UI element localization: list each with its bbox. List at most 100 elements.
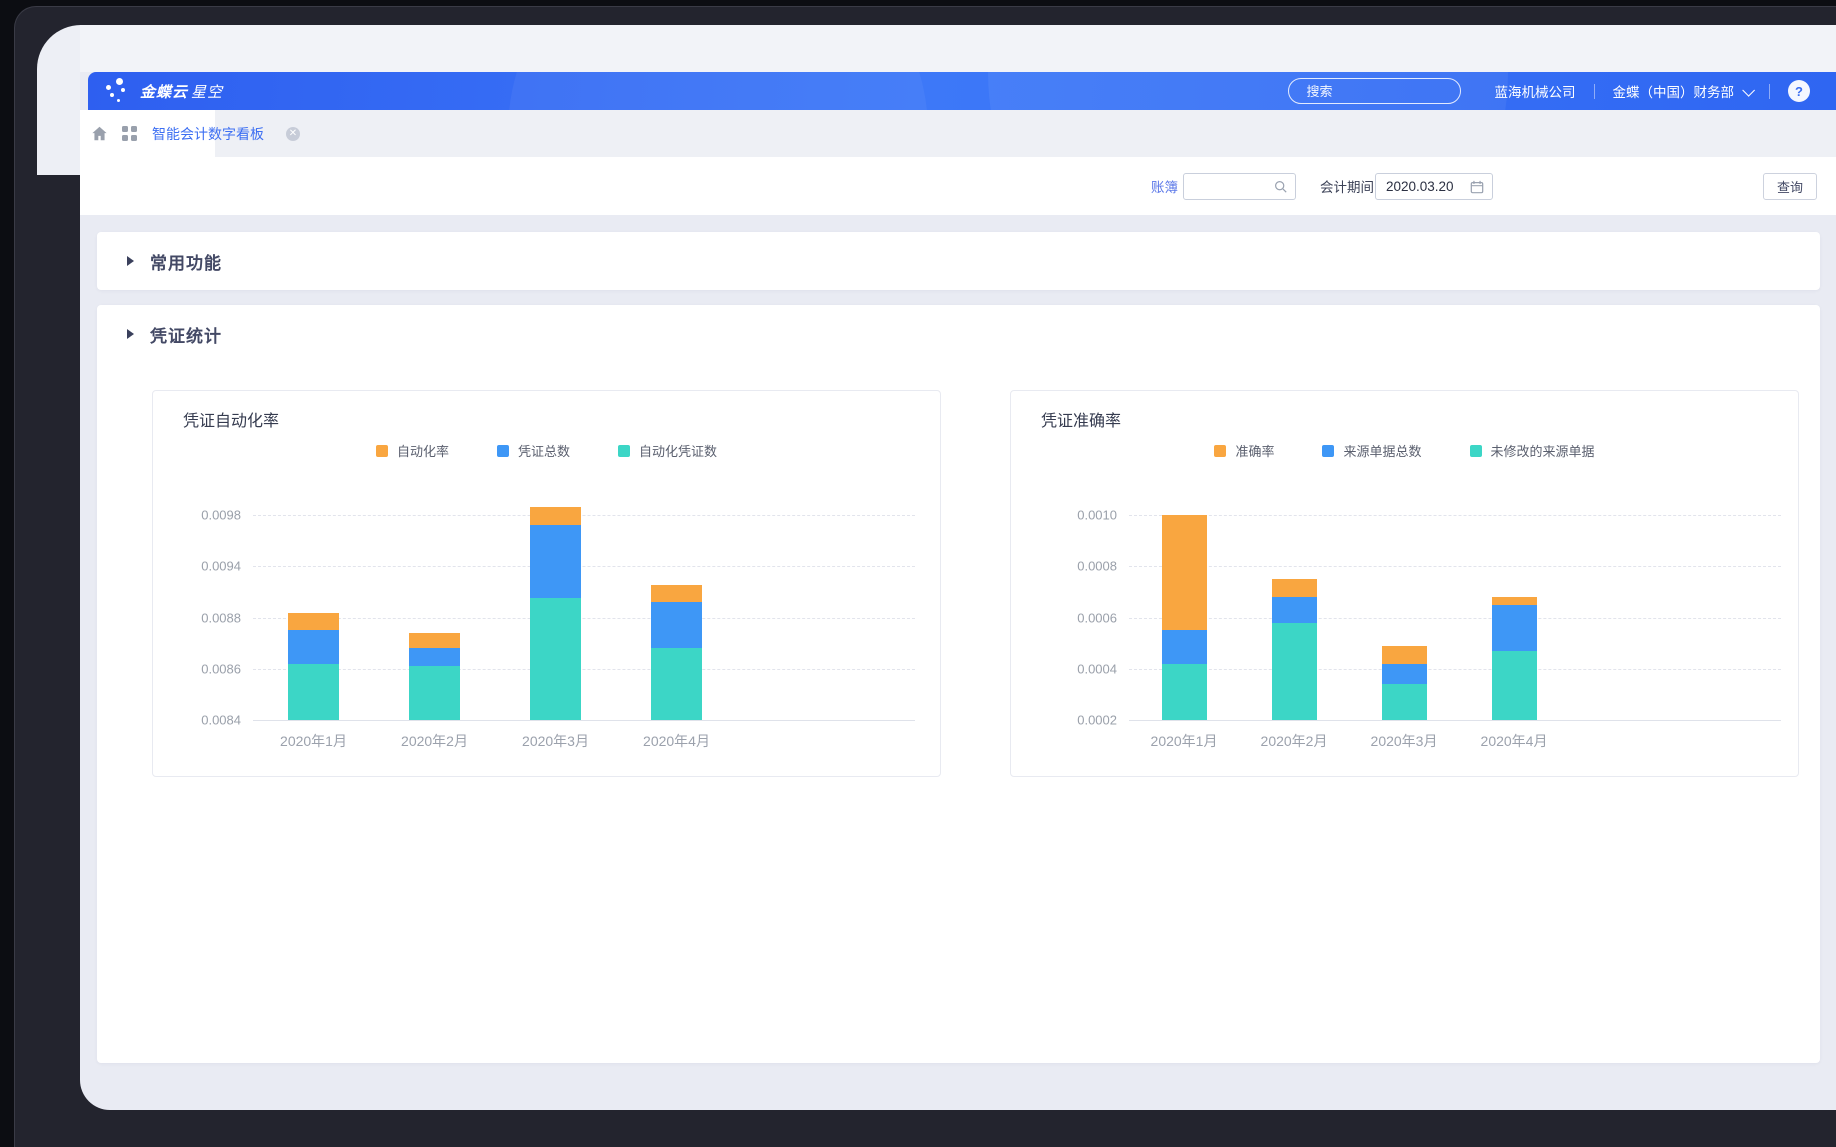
- legend-label: 凭证总数: [517, 444, 570, 459]
- bar-segment: [530, 525, 581, 598]
- chart-plot: 0.0002 0.0004 0.0006 0.0008 0.0010 2020年1月 202…: [1011, 391, 1798, 776]
- help-button[interactable]: ?: [1788, 80, 1810, 102]
- book-input-box[interactable]: [1183, 173, 1296, 200]
- bar-segment: [1161, 515, 1207, 631]
- y-tick-label: 0.0094: [201, 558, 241, 574]
- x-tick-label: 2020年4月: [643, 733, 710, 749]
- calendar-icon[interactable]: [1470, 180, 1484, 194]
- search-input[interactable]: [1304, 82, 1485, 100]
- bar-segment: [530, 507, 581, 526]
- bar-segment: [1271, 579, 1317, 597]
- legend-swatch-icon: [1214, 444, 1227, 457]
- legend-label: 准确率: [1235, 444, 1275, 459]
- x-tick-label: 2020年1月: [280, 733, 347, 749]
- book-input[interactable]: [1192, 178, 1274, 195]
- header-divider: [1769, 83, 1770, 99]
- tab-strip: 智能会计数字看板 ✕: [80, 110, 1836, 158]
- y-tick-label: 0.0006: [1077, 610, 1117, 625]
- bar-segment: [1381, 645, 1427, 664]
- legend-swatch-icon: [1322, 444, 1335, 457]
- legend-swatch-icon: [375, 444, 388, 457]
- bar-segment: [1271, 597, 1317, 623]
- x-tick-label: 2020年2月: [1260, 733, 1328, 749]
- legend-label: 自动化凭证数: [639, 444, 718, 459]
- x-tick-label: 2020年4月: [1480, 733, 1548, 749]
- chart-voucher-accuracy-rate: 凭证准确率 准确率 来源单据总数 未修改的来源单据 0.0002 0.0004 0.00…: [1010, 390, 1799, 777]
- legend-item[interactable]: 自动化率: [375, 441, 449, 460]
- chart-title: 凭证准确率: [1041, 413, 1122, 430]
- bar-segment: [651, 585, 702, 603]
- bar-segment: [1491, 604, 1537, 651]
- legend-item[interactable]: 来源单据总数: [1322, 441, 1422, 460]
- app-title: 金蝶云 星空: [140, 83, 224, 101]
- x-tick-label: 2020年2月: [401, 733, 468, 749]
- legend-item[interactable]: 凭证总数: [496, 441, 570, 460]
- gridline: [253, 566, 915, 568]
- legend-label: 未修改的来源单据: [1490, 444, 1595, 459]
- chart-legend: 准确率 来源单据总数 未修改的来源单据: [1011, 441, 1798, 460]
- window-chrome: [80, 25, 1836, 72]
- y-tick-label: 0.0008: [1077, 558, 1117, 574]
- common-functions-header[interactable]: 常用功能: [97, 232, 1820, 290]
- section-title: 常用功能: [150, 253, 222, 273]
- legend-item[interactable]: 准确率: [1214, 441, 1274, 460]
- legend-label: 来源单据总数: [1343, 444, 1422, 459]
- apps-grid-icon[interactable]: [122, 126, 137, 141]
- bar-segment: [1271, 622, 1317, 720]
- gridline: [1129, 515, 1781, 516]
- y-tick-label: 0.0086: [201, 661, 241, 677]
- period-label: 会计期间: [1320, 180, 1374, 195]
- department-menu[interactable]: 金蝶（中国）财务部: [1613, 81, 1755, 101]
- bar-segment: [409, 632, 460, 649]
- x-tick-label: 2020年1月: [1150, 733, 1218, 749]
- home-icon[interactable]: [90, 124, 109, 143]
- gridline: [253, 617, 915, 619]
- period-input[interactable]: [1384, 178, 1470, 195]
- gridline: [253, 668, 915, 670]
- logo-dots-icon: [106, 78, 130, 104]
- collapse-triangle-icon: [127, 256, 134, 266]
- y-tick-label: 0.0088: [201, 610, 241, 625]
- bar-segment: [1161, 630, 1207, 664]
- company-name: 蓝海机械公司: [1494, 85, 1576, 100]
- gridline: [1129, 566, 1781, 568]
- chart-legend: 自动化率 凭证总数 自动化凭证数: [153, 441, 940, 460]
- bar-segment: [288, 613, 339, 631]
- bar-segment: [409, 666, 460, 720]
- query-button[interactable]: 查询: [1763, 173, 1818, 200]
- x-tick-label: 2020年3月: [1370, 733, 1438, 749]
- bar-segment: [1381, 663, 1427, 685]
- gridline: [1129, 617, 1781, 619]
- global-search[interactable]: [1287, 78, 1485, 104]
- gridline: [1129, 668, 1781, 670]
- common-functions-card: 常用功能: [97, 232, 1820, 290]
- bar-segment: [1381, 684, 1427, 720]
- bar-segment: [1491, 650, 1537, 720]
- gridline: [253, 515, 915, 516]
- legend-item[interactable]: 自动化凭证数: [618, 441, 717, 460]
- tab-dashboard[interactable]: 智能会计数字看板: [152, 125, 264, 142]
- legend-swatch-icon: [1469, 444, 1482, 457]
- x-axis-line: [1129, 720, 1781, 721]
- y-tick-label: 0.0098: [201, 507, 241, 523]
- y-tick-label: 0.0004: [1077, 661, 1117, 677]
- voucher-stats-card: 凭证统计 凭证自动化率 自动化率 凭证总数 自动化凭证数 0.0084 0.0086 0…: [97, 305, 1820, 1063]
- bar-segment: [409, 648, 460, 667]
- tab-close-icon[interactable]: ✕: [286, 127, 300, 141]
- chart-title: 凭证自动化率: [183, 413, 280, 430]
- y-tick-label: 0.0084: [201, 712, 241, 728]
- chart-voucher-automation-rate: 凭证自动化率 自动化率 凭证总数 自动化凭证数 0.0084 0.0086 0.0088…: [152, 390, 941, 777]
- search-icon[interactable]: [1274, 180, 1287, 193]
- legend-item[interactable]: 未修改的来源单据: [1469, 441, 1595, 460]
- x-axis-line: [253, 720, 915, 721]
- period-input-box[interactable]: [1375, 173, 1493, 200]
- bar-segment: [651, 648, 702, 720]
- y-tick-label: 0.0010: [1077, 507, 1117, 523]
- filter-bar: 账簿 会计期间 查询: [80, 157, 1836, 215]
- voucher-stats-header[interactable]: 凭证统计: [97, 305, 1820, 363]
- bar-segment: [288, 663, 339, 720]
- bar-segment: [288, 630, 339, 664]
